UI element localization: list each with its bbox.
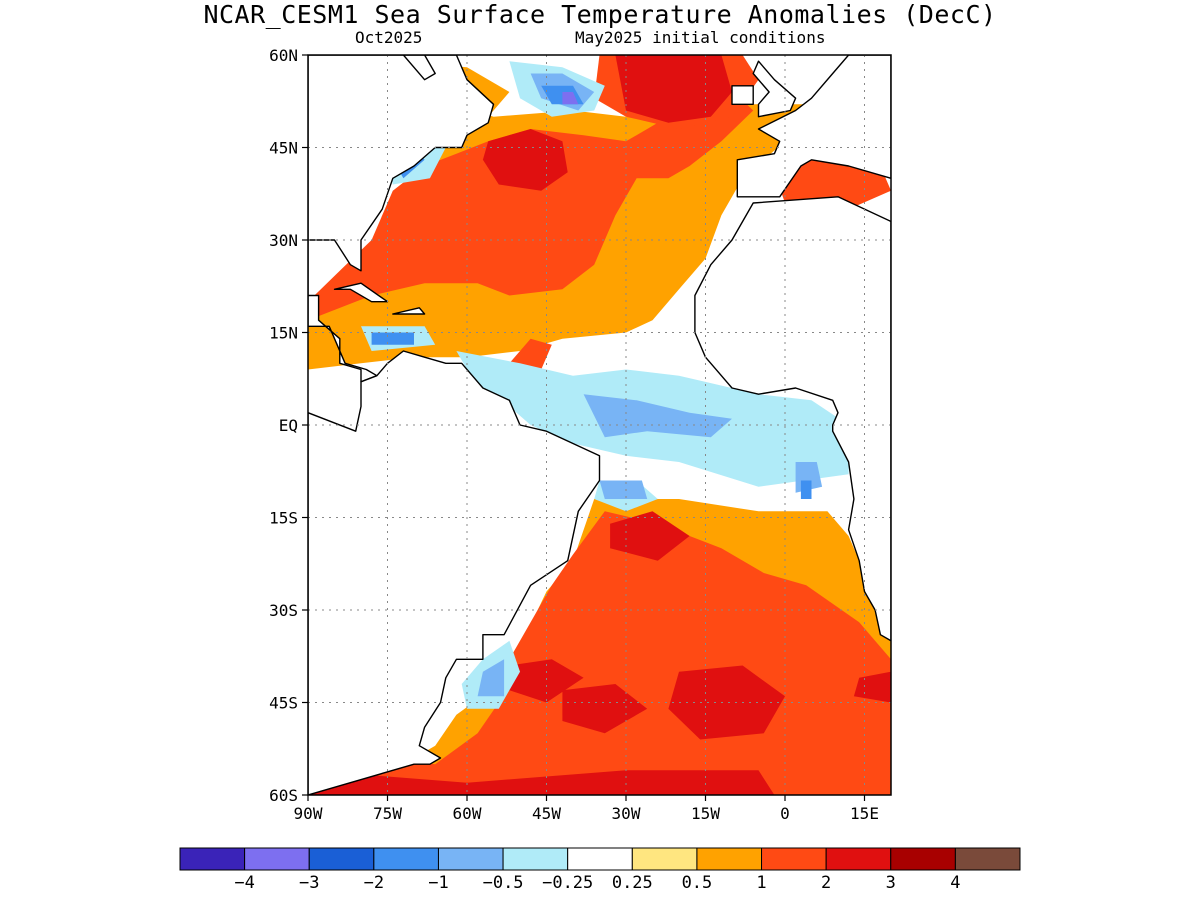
anomaly-region (371, 332, 414, 345)
colorbar-label: 4 (950, 873, 960, 893)
colorbar-swatch (567, 847, 633, 871)
anomaly-region (615, 55, 732, 123)
colorbar-swatch (954, 847, 1021, 871)
land-hispaniola (392, 307, 426, 315)
lat-tick-label: 60S (269, 786, 298, 805)
plot-area (308, 18, 891, 795)
lon-tick-label: 60W (453, 804, 482, 823)
land-north-america (308, 55, 495, 383)
lon-tick-label: 30W (612, 804, 641, 823)
colorbar-label: −3 (299, 873, 319, 893)
lat-tick-label: 30N (269, 231, 298, 250)
anomaly-region (509, 659, 584, 703)
forecast-month: Oct2025 (355, 28, 423, 47)
anomaly-region (610, 511, 690, 561)
lon-tick-label: 0 (780, 804, 790, 823)
colorbar-swatch (890, 847, 956, 871)
colorbar-swatch (631, 847, 698, 871)
lat-tick-label: 60N (269, 46, 298, 65)
lat-tick-label: 15S (269, 509, 298, 528)
anomaly-region (599, 480, 648, 499)
colorbar-label: 0.5 (682, 873, 713, 893)
colorbar-label: 0.25 (612, 873, 653, 893)
anomaly-region (308, 79, 754, 321)
anomaly-region (509, 338, 552, 370)
land-layer (308, 18, 891, 795)
lon-tick-label: 45W (532, 804, 561, 823)
anomaly-region (562, 92, 579, 105)
colorbar-label: 2 (821, 873, 831, 893)
land-iceland (658, 18, 711, 30)
lat-tick-label: 30S (269, 601, 298, 620)
colorbar-swatch (825, 847, 892, 871)
lon-tick-label: 75W (373, 804, 402, 823)
anomaly-region (668, 665, 785, 740)
colorbar-label: −0.25 (542, 873, 593, 893)
lat-tick-label: 15N (269, 324, 298, 343)
land-cuba (333, 282, 389, 303)
gridlines (308, 55, 891, 795)
land-africa (694, 196, 891, 642)
chart-title: NCAR_CESM1 Sea Surface Temperature Anoma… (203, 0, 997, 29)
lon-tick-label: 15E (850, 804, 879, 823)
anomaly-region (308, 770, 775, 795)
initial-conditions-label: May2025 initial conditions (575, 28, 826, 47)
anomaly-region (583, 394, 732, 438)
anomaly-region (853, 671, 891, 703)
lat-tick-label: EQ (279, 416, 298, 435)
land-great-britain (752, 60, 797, 118)
colorbar-swatch (179, 847, 246, 871)
colorbar-swatch (437, 847, 504, 871)
lat-tick-label: 45N (269, 139, 298, 158)
colorbar-swatch (761, 847, 827, 871)
land-greenland (402, 55, 436, 81)
colorbar-swatch (373, 847, 439, 871)
land-ireland (731, 85, 754, 106)
colorbar-swatch (244, 847, 310, 871)
lat-tick-label: 45S (269, 694, 298, 713)
colorbar-label: −4 (234, 873, 254, 893)
land-south-america (308, 350, 601, 795)
colorbar-label: −1 (428, 873, 448, 893)
colorbar-label: −2 (364, 873, 384, 893)
lon-tick-label: 15W (691, 804, 720, 823)
anomaly-region (800, 480, 812, 499)
lon-tick-label: 90W (294, 804, 323, 823)
colorbar-label: −0.5 (483, 873, 524, 893)
colorbar-label: 1 (756, 873, 766, 893)
colorbar-swatch (696, 847, 763, 871)
colorbar-swatch (502, 847, 569, 871)
anomaly-region (477, 659, 505, 697)
colorbar-label: 3 (886, 873, 896, 893)
colorbar: −4 −3 −2 −1 −0.5 −0.25 0.25 0.5 1 2 3 4 (179, 847, 1021, 893)
colorbar-swatch (308, 847, 375, 871)
